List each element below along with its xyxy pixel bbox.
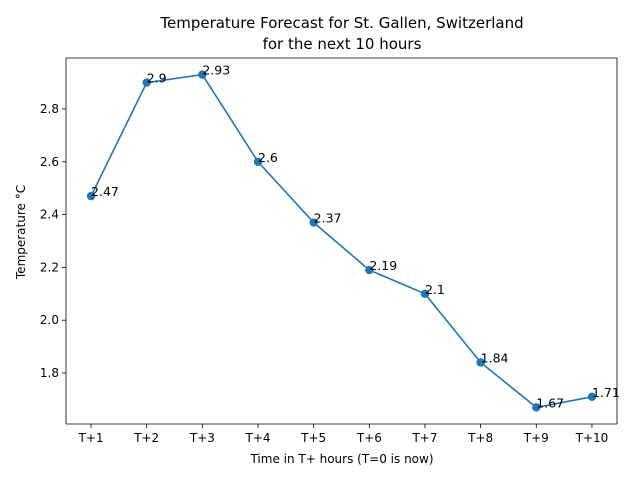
- y-tick-label: 2.6: [40, 155, 59, 169]
- x-tick-label: T+9: [523, 431, 549, 445]
- x-tick-label: T+5: [300, 431, 326, 445]
- x-tick-label: T+1: [78, 431, 104, 445]
- y-tick-label: 2.2: [40, 260, 59, 274]
- y-tick-label: 2.8: [40, 102, 59, 116]
- data-point: [142, 78, 151, 87]
- data-point: [86, 191, 96, 201]
- x-tick-label: T+10: [575, 431, 609, 445]
- y-tick-label: 2.0: [40, 313, 59, 327]
- data-label: 2.6: [258, 150, 278, 165]
- chart-title-line-2: for the next 10 hours: [263, 35, 422, 53]
- data-point: [587, 392, 597, 402]
- data-point: [365, 265, 374, 275]
- data-label: 2.9: [147, 71, 167, 86]
- x-tick-label: T+2: [133, 431, 159, 445]
- data-label: 1.84: [481, 350, 509, 365]
- x-tick-label: T+7: [411, 431, 437, 445]
- data-label: 2.93: [202, 63, 230, 78]
- x-tick-label: T+4: [244, 431, 270, 445]
- chart-title-line-1: Temperature Forecast for St. Gallen, Swi…: [159, 14, 523, 32]
- data-point: [420, 289, 430, 299]
- x-tick-label: T+8: [467, 431, 493, 445]
- data-label: 2.19: [369, 258, 397, 273]
- data-point: [532, 403, 541, 412]
- data-point: [198, 70, 207, 79]
- x-axis-label: Time in T+ hours (T=0 is now): [249, 452, 433, 466]
- data-label: 1.71: [592, 385, 620, 400]
- data-label: 2.37: [314, 211, 342, 226]
- data-label: 2.47: [91, 184, 119, 199]
- y-tick-label: 2.4: [40, 208, 59, 222]
- x-tick-label: T+3: [189, 431, 215, 445]
- y-tick-label: 1.8: [40, 366, 59, 380]
- series-line: [90, 73, 593, 409]
- data-label: 1.67: [536, 395, 564, 410]
- y-axis-label: Temperature °C: [14, 185, 28, 280]
- data-point: [476, 358, 485, 367]
- x-tick-label: T+6: [356, 431, 382, 445]
- plot-area: 1.8 2.0 2.2 2.4 2.6 2.8 T+1 T+2 T+3 T+4 T+5 T+6 T+7 T…: [40, 57, 620, 445]
- data-label: 2.1: [425, 282, 445, 297]
- data-point: [309, 218, 318, 227]
- data-point: [253, 157, 263, 166]
